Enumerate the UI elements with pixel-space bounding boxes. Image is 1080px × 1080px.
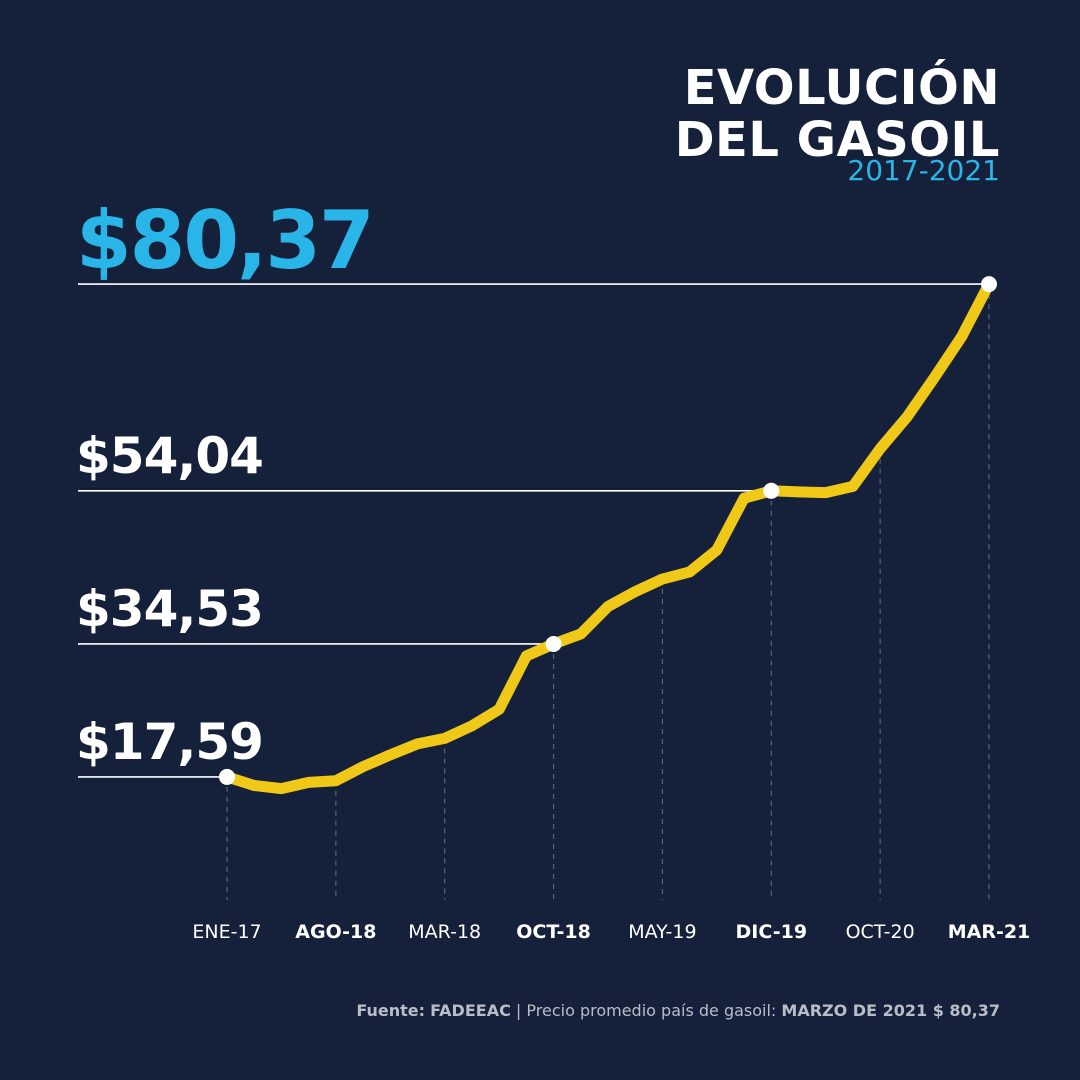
x-tick-label: MAR-21 <box>948 921 1031 943</box>
annotation-label: $34,53 <box>76 580 263 638</box>
data-line <box>221 278 995 795</box>
annotation-label: $17,59 <box>76 713 263 771</box>
data-point <box>981 276 997 293</box>
x-tick-label: AGO-18 <box>295 921 376 943</box>
data-point <box>219 768 235 785</box>
chart-title: EVOLUCIÓN DEL GASOIL <box>674 60 1000 168</box>
source-highlight: MARZO DE 2021 $ 80,37 <box>781 1001 1000 1020</box>
source-name: FADEEAC <box>430 1001 511 1020</box>
x-tick-label: ENE-17 <box>192 921 261 943</box>
data-point <box>545 635 562 652</box>
annotation-label: $80,37 <box>76 194 373 287</box>
annotation-label: $54,04 <box>76 427 263 485</box>
source-note: Fuente: FADEEAC | Precio promedio país d… <box>356 1001 1000 1020</box>
data-point <box>763 482 780 499</box>
x-tick-label: OCT-18 <box>516 921 591 943</box>
x-tick-label: OCT-20 <box>846 921 915 943</box>
x-tick-label: DIC-19 <box>736 921 808 943</box>
x-tick-label: MAR-18 <box>408 921 481 943</box>
chart-subtitle: 2017-2021 <box>847 154 1000 187</box>
source-label: Fuente: <box>356 1001 425 1020</box>
source-text: | Precio promedio país de gasoil: <box>515 1001 777 1020</box>
x-tick-label: MAY-19 <box>628 921 696 943</box>
